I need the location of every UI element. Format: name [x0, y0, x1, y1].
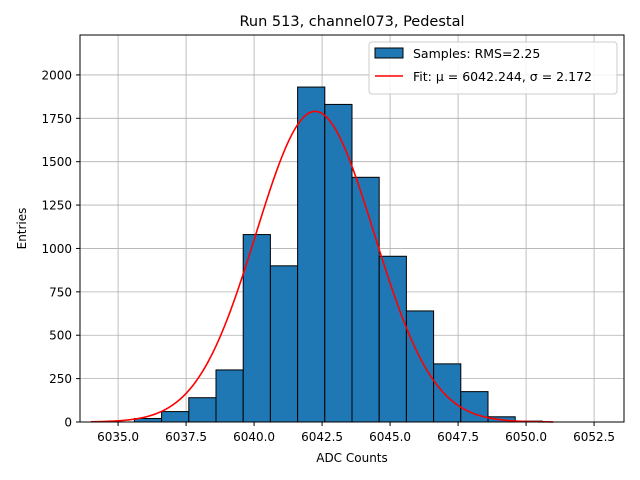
- y-tick-label: 0: [64, 416, 72, 430]
- fit-curve-group: [90, 110, 554, 423]
- histogram-bar: [433, 363, 462, 423]
- y-tick-label: 750: [49, 285, 72, 299]
- x-axis-label: ADC Counts: [316, 451, 388, 465]
- histogram-bar: [242, 234, 271, 423]
- y-axis-ticks: 0 250 500 750 1000 1250 1500 1750 2000: [41, 68, 80, 430]
- x-tick-label: 6045.0: [369, 430, 411, 444]
- x-tick-label: 6042.5: [301, 430, 343, 444]
- legend-histogram-swatch: [374, 47, 404, 59]
- histogram-bar: [161, 411, 190, 423]
- histogram-bar: [297, 86, 326, 423]
- x-tick-label: 6035.0: [97, 430, 139, 444]
- legend-fit-label: Fit: μ = 6042.244, σ = 2.172: [413, 69, 592, 84]
- y-tick-label: 2000: [41, 68, 72, 82]
- histogram-bar: [324, 103, 353, 423]
- x-tick-label: 6052.5: [573, 430, 615, 444]
- x-tick-label: 6047.5: [437, 430, 479, 444]
- y-tick-label: 1250: [41, 199, 72, 213]
- fit-curve: [90, 110, 554, 423]
- histogram-bar: [188, 397, 217, 423]
- x-tick-label: 6050.0: [505, 430, 547, 444]
- y-axis-label: Entries: [15, 208, 29, 250]
- y-tick-label: 1750: [41, 112, 72, 126]
- plot-frame: [79, 34, 625, 423]
- histogram-bar: [378, 255, 407, 423]
- histogram-bar: [215, 369, 244, 423]
- legend-box: [368, 41, 618, 95]
- y-tick-label: 1500: [41, 155, 72, 169]
- x-tick-label: 6037.5: [165, 430, 207, 444]
- y-tick-label: 500: [49, 329, 72, 343]
- y-tick-label: 250: [49, 372, 72, 386]
- x-tick-label: 6040.0: [233, 430, 275, 444]
- x-axis-ticks: 6035.0 6037.5 6040.0 6042.5 6045.0 6047.5 6050…: [97, 422, 615, 444]
- chart-title: Run 513, channel073, Pedestal: [239, 14, 464, 30]
- histogram-bar: [351, 176, 380, 423]
- legend-histogram-label: Samples: RMS=2.25: [413, 46, 540, 61]
- y-tick-label: 1000: [41, 242, 72, 256]
- histogram-bars: [133, 86, 543, 423]
- histogram-bar: [269, 265, 299, 423]
- histogram-bar: [405, 310, 435, 423]
- legend: Samples: RMS=2.25 Fit: μ = 6042.244, σ =…: [368, 41, 618, 95]
